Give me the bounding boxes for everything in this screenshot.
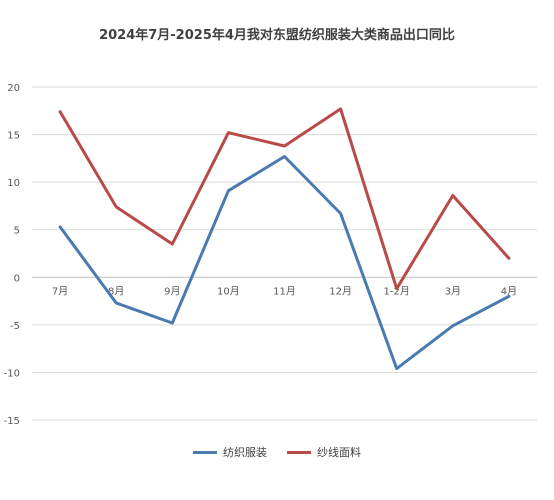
x-tick-label: 11月 (273, 285, 296, 297)
y-axis-ticks: -15 -10 -5 0 5 10 15 20 (4, 83, 20, 427)
series-line-2 (58, 107, 511, 291)
series-lines (58, 107, 511, 371)
y-tick-label: 15 (7, 131, 20, 142)
x-tick-label: 7月 (52, 285, 68, 297)
x-tick-label: 8月 (108, 285, 124, 297)
legend-item-2: 纱线面料 (287, 444, 361, 460)
y-tick-label: 5 (14, 226, 20, 237)
y-tick-label: 10 (7, 178, 20, 189)
y-tick-label: 0 (14, 273, 20, 284)
legend-label: 纱线面料 (317, 446, 361, 459)
y-tick-label: -10 (4, 368, 20, 379)
y-tick-label: -5 (10, 321, 20, 332)
legend: 纺织服装 纱线面料 (0, 444, 554, 460)
x-tick-label: 9月 (164, 285, 180, 297)
legend-item-1: 纺织服装 (193, 444, 267, 460)
legend-label: 纺织服装 (223, 446, 267, 459)
x-tick-label: 10月 (217, 285, 240, 297)
y-tick-label: -15 (4, 416, 20, 427)
chart-title: 2024年7月-2025年4月我对东盟纺织服装大类商品出口同比 (99, 28, 455, 43)
legend-swatch (193, 450, 217, 454)
x-tick-label: 3月 (445, 285, 461, 297)
x-tick-label: 4月 (501, 285, 517, 297)
x-tick-label: 12月 (329, 285, 352, 297)
x-axis-ticks: 7月 8月 9月 10月 11月 12月 1-2月 3月 4月 (52, 285, 517, 297)
series-line-1 (58, 155, 511, 371)
legend-swatch (287, 450, 311, 454)
y-tick-label: 20 (7, 83, 20, 94)
gridlines (32, 86, 537, 421)
x-tick-label: 1-2月 (384, 285, 410, 297)
